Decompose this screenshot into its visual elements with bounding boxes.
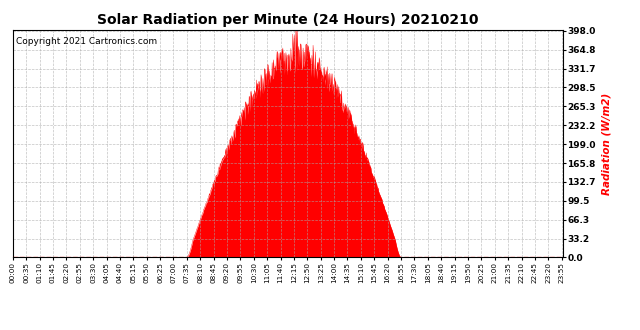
Y-axis label: Radiation (W/m2): Radiation (W/m2): [602, 92, 611, 195]
Title: Solar Radiation per Minute (24 Hours) 20210210: Solar Radiation per Minute (24 Hours) 20…: [97, 13, 479, 27]
Text: Copyright 2021 Cartronics.com: Copyright 2021 Cartronics.com: [15, 37, 157, 46]
